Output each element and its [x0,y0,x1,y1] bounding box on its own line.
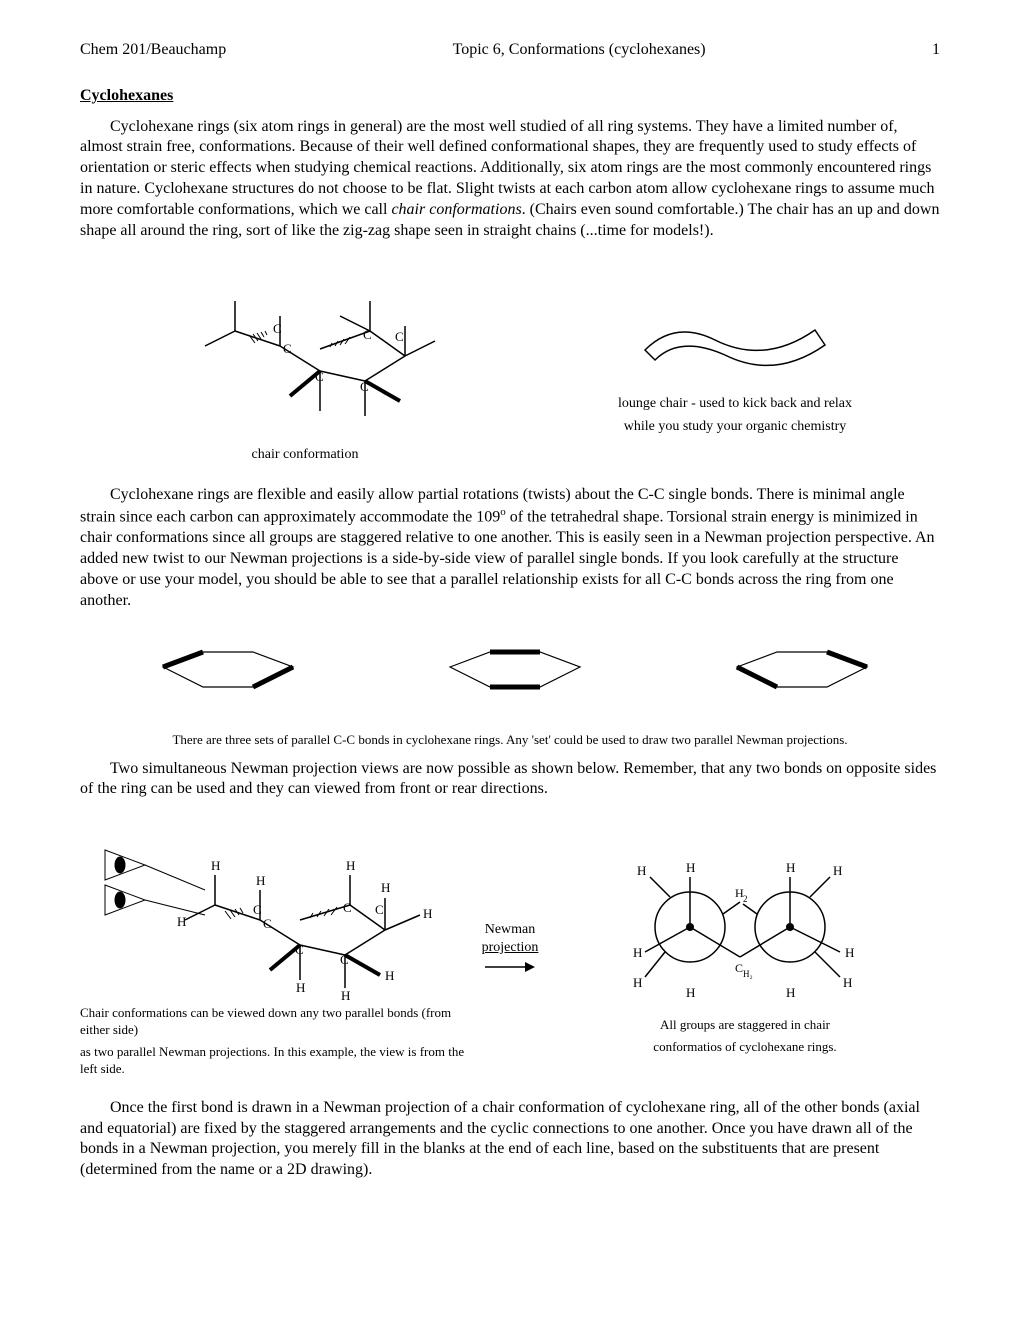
svg-text:C: C [315,369,324,384]
svg-text:C: C [360,379,369,394]
header-center: Topic 6, Conformations (cyclohexanes) [453,40,706,61]
chair-view-caption-line2: as two parallel Newman projections. In t… [80,1044,470,1078]
svg-text:H: H [833,863,842,878]
svg-text:C: C [263,916,272,931]
svg-text:H: H [256,873,265,888]
svg-text:C: C [253,902,262,917]
paragraph-3: Two simultaneous Newman projection views… [80,759,940,801]
chair-svg: C C C C C C [165,261,445,441]
svg-text:H: H [633,945,642,960]
chair-lounge-diagram-row: C C C C C C chair conformation lounge ch… [80,261,940,464]
svg-text:H: H [633,975,642,990]
newman-arrow: Newman projection [470,921,550,977]
svg-text:C: C [363,327,372,342]
svg-text:H: H [341,988,350,1000]
paragraph-4: Once the first bond is drawn in a Newman… [80,1098,940,1181]
chair-h-svg: H H H H H H H H H C C C C C C [85,820,465,1000]
chair-caption: chair conformation [165,446,445,464]
svg-text:H: H [786,985,795,1000]
svg-text:C: C [343,900,352,915]
header-right: 1 [932,40,940,61]
svg-text:H₂: H₂ [743,969,753,979]
svg-text:H: H [637,863,646,878]
parallel-hex-1 [133,632,313,712]
newman-caption-line1: All groups are staggered in chair [550,1017,940,1034]
lounge-svg [615,290,855,390]
svg-text:2: 2 [743,894,748,904]
svg-text:C: C [340,952,349,967]
para1-italic: chair conformations [391,201,521,218]
svg-text:H: H [423,906,432,921]
lounge-diagram: lounge chair - used to kick back and rel… [615,290,855,436]
svg-text:C: C [295,942,304,957]
paragraph-2: Cyclohexane rings are flexible and easil… [80,485,940,612]
chair-diagram: C C C C C C chair conformation [165,261,445,464]
parallel-hex-3 [707,632,887,712]
svg-text:C: C [283,341,292,356]
projection-label: projection [480,939,540,957]
svg-text:H: H [686,985,695,1000]
lounge-caption-line2: while you study your organic chemistry [615,418,855,436]
chair-with-h-diagram: H H H H H H H H H C C C C C C Chair conf… [80,820,470,1078]
parallel-bonds-row [80,632,940,712]
svg-text:C: C [273,321,282,336]
svg-text:H: H [177,914,186,929]
paragraph-1: Cyclohexane rings (six atom rings in gen… [80,117,940,242]
svg-text:H: H [786,860,795,875]
svg-text:C: C [735,961,743,975]
parallel-caption: There are three sets of parallel C-C bon… [80,732,940,749]
svg-text:C: C [375,902,384,917]
section-title: Cyclohexanes [80,86,940,107]
svg-text:H: H [686,860,695,875]
svg-text:H: H [381,880,390,895]
svg-text:H: H [845,945,854,960]
arrow-icon [480,957,540,977]
page-header: Chem 201/Beauchamp Topic 6, Conformation… [80,40,940,61]
newman-caption-line2: conformatios of cyclohexane rings. [550,1039,940,1056]
parallel-hex-2 [420,632,600,712]
svg-text:H: H [843,975,852,990]
svg-text:H: H [296,980,305,995]
svg-text:H: H [346,858,355,873]
svg-text:C: C [395,329,404,344]
newman-projection-row: H H H H H H H H H C C C C C C Chair conf… [80,820,940,1078]
chair-view-caption-line1: Chair conformations can be viewed down a… [80,1005,470,1039]
svg-text:H: H [385,968,394,983]
lounge-caption-line1: lounge chair - used to kick back and rel… [615,395,855,413]
newman-pair-diagram: H 2 C H₂ H H H H H H H H H H All groups … [550,842,940,1056]
svg-text:H: H [211,858,220,873]
newman-label: Newman [480,921,540,939]
newman-svg: H 2 C H₂ H H H H H H H H H H [595,842,895,1012]
header-left: Chem 201/Beauchamp [80,40,226,61]
